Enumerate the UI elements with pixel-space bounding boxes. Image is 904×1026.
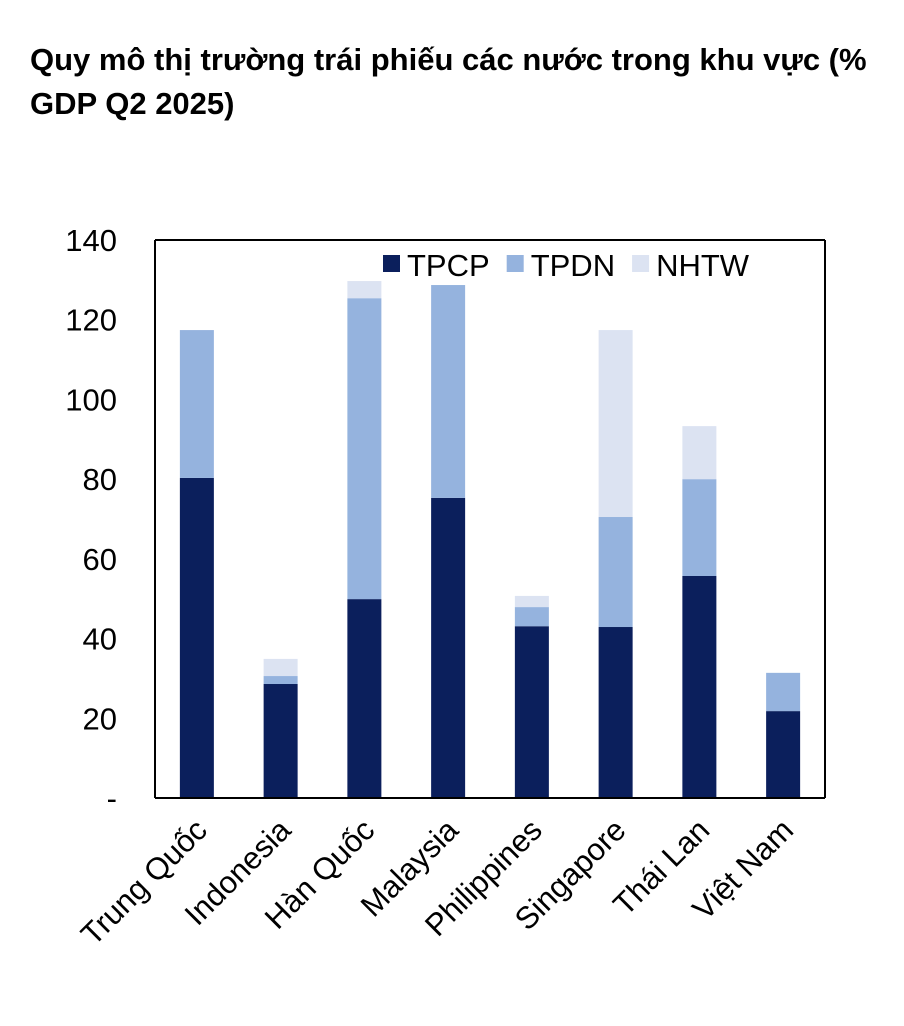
bar-tpdn (431, 285, 466, 498)
bar-tpcp (766, 711, 801, 798)
y-tick-label: 100 (65, 382, 117, 417)
y-tick-label: 60 (83, 542, 117, 577)
bar-nhtw (263, 658, 298, 677)
legend-label-tpcp: TPCP (407, 248, 490, 283)
bar-nhtw (682, 426, 717, 480)
y-tick-label: 120 (65, 303, 117, 338)
bar-tpdn (263, 676, 298, 685)
bar-tpdn (682, 479, 717, 576)
legend-swatch-tpdn (506, 255, 524, 272)
chart-title: Quy mô thị trường trái phiếu các nước tr… (30, 42, 867, 121)
legend-swatch-nhtw (632, 255, 650, 272)
bar-nhtw (514, 595, 549, 608)
legend-swatch-tpcp (383, 255, 400, 272)
bar-tpdn (766, 672, 801, 712)
y-tick-label: 80 (83, 462, 117, 497)
y-tick-label: 140 (65, 223, 117, 258)
bar-tpcp (514, 626, 549, 798)
bar-nhtw (598, 330, 633, 518)
bar-tpcp (347, 599, 382, 798)
y-tick-label: - (107, 781, 117, 816)
bar-nhtw (347, 281, 382, 299)
bar-tpdn (347, 298, 382, 600)
bar-tpdn (179, 330, 214, 478)
bar-tpdn (514, 607, 549, 627)
y-tick-label: 40 (83, 622, 117, 657)
legend-label-nhtw: NHTW (656, 248, 750, 283)
x-tick-label: Trung Quốc (74, 812, 214, 952)
bar-tpdn (598, 517, 633, 628)
bar-tpcp (179, 477, 214, 798)
bar-tpcp (598, 627, 633, 798)
bar-tpcp (682, 575, 717, 798)
bar-tpcp (263, 684, 298, 798)
legend-label-tpdn: TPDN (531, 248, 615, 283)
bar-tpcp (431, 497, 466, 798)
y-tick-label: 20 (83, 701, 117, 736)
